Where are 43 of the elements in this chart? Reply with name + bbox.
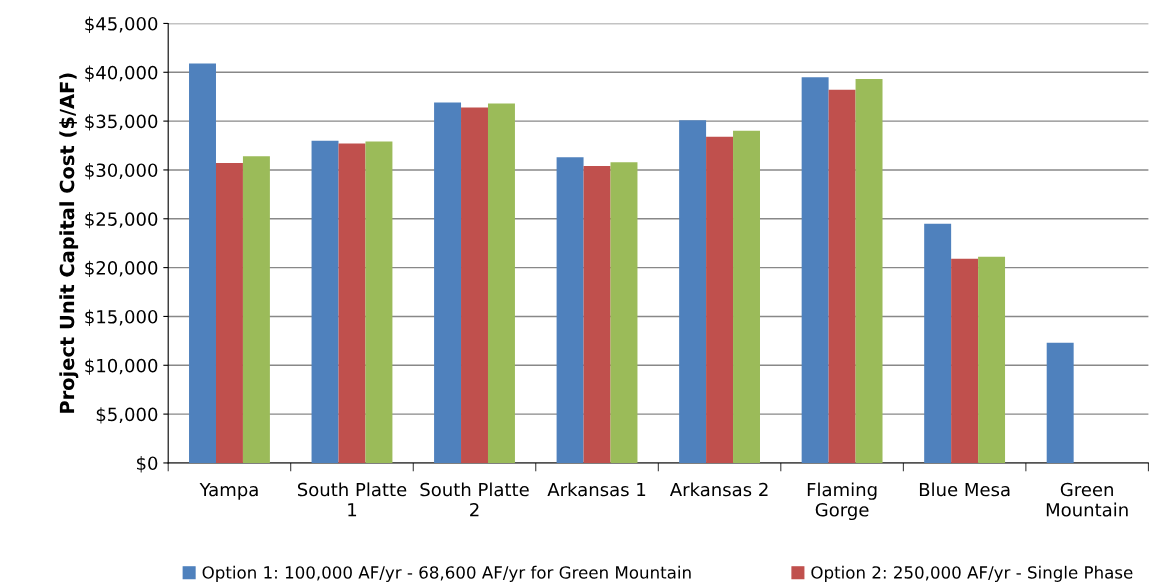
bar <box>1046 342 1074 463</box>
bar <box>733 130 760 463</box>
x-tick-label: Arkansas 1 <box>547 482 646 497</box>
x-tick-label: Flaming Gorge <box>807 482 877 521</box>
y-tick-label: $45,000 <box>85 16 158 33</box>
bar <box>338 143 366 463</box>
bar <box>828 89 856 463</box>
bar <box>189 63 216 463</box>
bar <box>365 141 393 463</box>
bar <box>583 166 611 463</box>
bar <box>951 258 979 463</box>
bar <box>855 79 883 463</box>
bar <box>610 162 638 463</box>
bar <box>434 102 462 463</box>
x-tick-label: Yampa <box>199 482 258 500</box>
bar <box>679 120 707 463</box>
y-tick-label: $40,000 <box>85 65 158 82</box>
bar <box>924 223 952 463</box>
y-tick-label: $35,000 <box>85 114 158 131</box>
y-tick-label: $15,000 <box>85 309 158 326</box>
bar <box>487 103 515 463</box>
bar <box>706 136 734 463</box>
bar <box>215 163 243 463</box>
y-tick-label: $0 <box>137 456 158 473</box>
bar <box>556 157 584 463</box>
x-tick-label: Arkansas 2 <box>669 482 768 497</box>
x-tick-label: Blue Mesa <box>919 482 1010 497</box>
bar <box>978 256 1006 463</box>
y-tick-label: $25,000 <box>85 211 158 229</box>
y-tick-label: $5,000 <box>96 407 158 424</box>
y-axis-title: Project Unit Capital Cost ($/AF) <box>59 73 79 413</box>
legend-label: Option 1: 100,000 AF/yr - 68,600 AF/yr for Green Mountain <box>202 565 691 582</box>
bar <box>311 140 339 463</box>
bar <box>461 107 488 463</box>
x-tick-label: Green Mountain <box>1046 482 1128 517</box>
legend-label: Option 2: 250,000 AF/yr - Single Phase <box>811 565 1133 582</box>
y-tick-label: $20,000 <box>85 260 158 278</box>
bar <box>801 77 829 463</box>
x-tick-label: South Platte 2 <box>420 482 529 517</box>
bar <box>242 156 270 463</box>
y-tick-label: $10,000 <box>85 358 158 375</box>
y-tick-label: $30,000 <box>85 163 158 180</box>
x-tick-label: South Platte 1 <box>297 482 407 517</box>
